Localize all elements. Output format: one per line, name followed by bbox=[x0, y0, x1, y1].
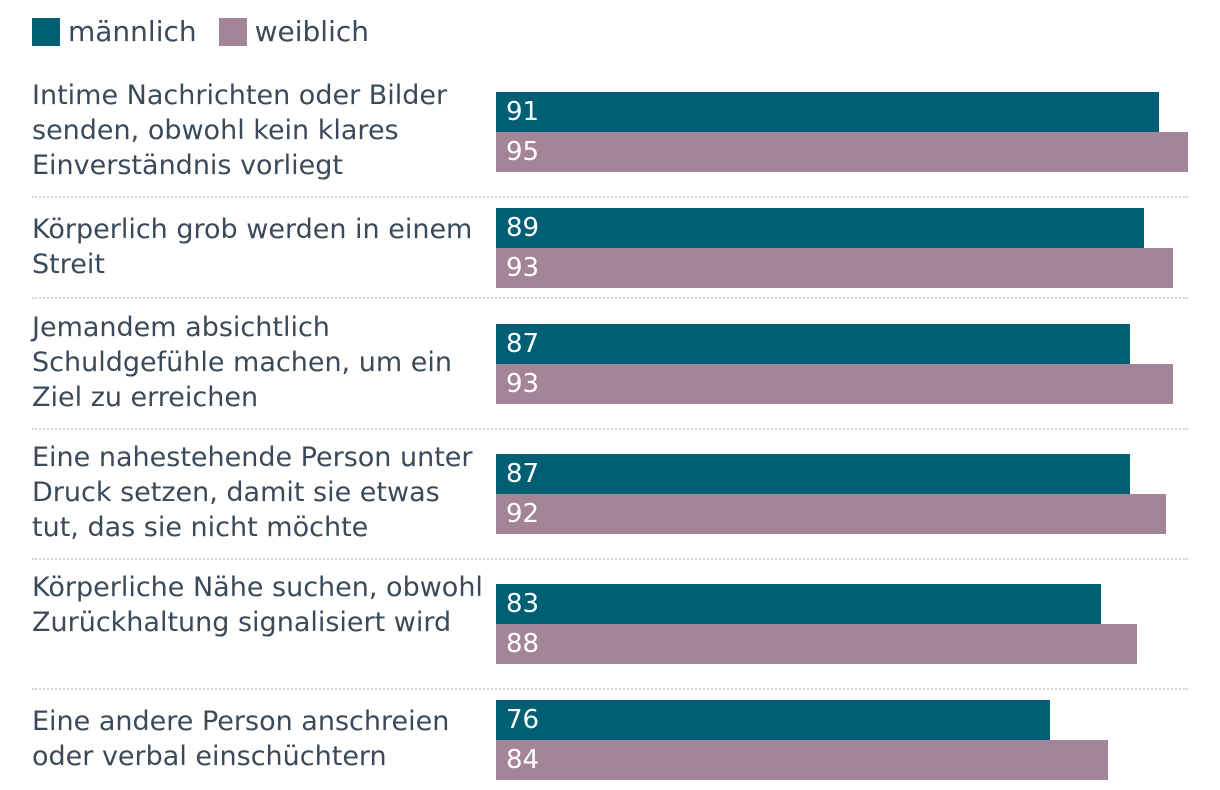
category-label: Eine nahestehende Person unter Druck set… bbox=[32, 442, 473, 543]
legend-swatch-female bbox=[218, 18, 247, 46]
bar-value-label: 91 bbox=[506, 97, 540, 127]
bar-value-label: 83 bbox=[506, 589, 540, 619]
legend-swatch-male bbox=[32, 18, 60, 46]
bar-value-label: 93 bbox=[506, 253, 540, 283]
bar-value-label: 87 bbox=[506, 459, 540, 489]
bar-female: 88 bbox=[496, 624, 1137, 664]
row-separator bbox=[32, 688, 1188, 690]
bar-value-label: 95 bbox=[506, 137, 540, 167]
legend: männlich weiblich bbox=[32, 14, 369, 50]
legend-entry-female: weiblich bbox=[218, 14, 370, 50]
bar-female: 95 bbox=[496, 132, 1188, 172]
bar-female: 92 bbox=[496, 494, 1166, 534]
category-label: Intime Nachrichten oder Bilder senden, o… bbox=[32, 80, 448, 181]
bar-value-label: 89 bbox=[506, 213, 540, 243]
bar-male: 89 bbox=[496, 208, 1144, 248]
bar-male: 83 bbox=[496, 584, 1101, 624]
bar-male: 91 bbox=[496, 92, 1159, 132]
category-label: Körperlich grob werden in einem Streit bbox=[32, 214, 473, 280]
bar-value-label: 92 bbox=[506, 499, 540, 529]
bar-male: 87 bbox=[496, 324, 1130, 364]
row-separator bbox=[32, 428, 1188, 430]
bar-male: 76 bbox=[496, 700, 1050, 740]
bar-value-label: 76 bbox=[506, 705, 540, 735]
legend-label-female: weiblich bbox=[254, 15, 370, 48]
row-separator bbox=[32, 196, 1188, 198]
bar-value-label: 84 bbox=[506, 745, 540, 775]
bar-female: 93 bbox=[496, 248, 1173, 288]
bar-male: 87 bbox=[496, 454, 1130, 494]
row-separator bbox=[32, 297, 1188, 299]
bar-value-label: 88 bbox=[506, 629, 540, 659]
category-label: Jemandem absichtlich Schuldgefühle mache… bbox=[32, 312, 452, 413]
legend-label-male: männlich bbox=[68, 15, 197, 48]
bar-female: 93 bbox=[496, 364, 1173, 404]
bar-value-label: 87 bbox=[506, 329, 540, 359]
row-separator bbox=[32, 558, 1188, 560]
category-label: Eine andere Person anschreien oder verba… bbox=[32, 706, 450, 772]
bar-female: 84 bbox=[496, 740, 1108, 780]
category-label: Körperliche Nähe suchen, obwohl Zurückha… bbox=[32, 572, 483, 638]
legend-entry-male: männlich bbox=[32, 14, 197, 50]
bar-value-label: 93 bbox=[506, 369, 540, 399]
